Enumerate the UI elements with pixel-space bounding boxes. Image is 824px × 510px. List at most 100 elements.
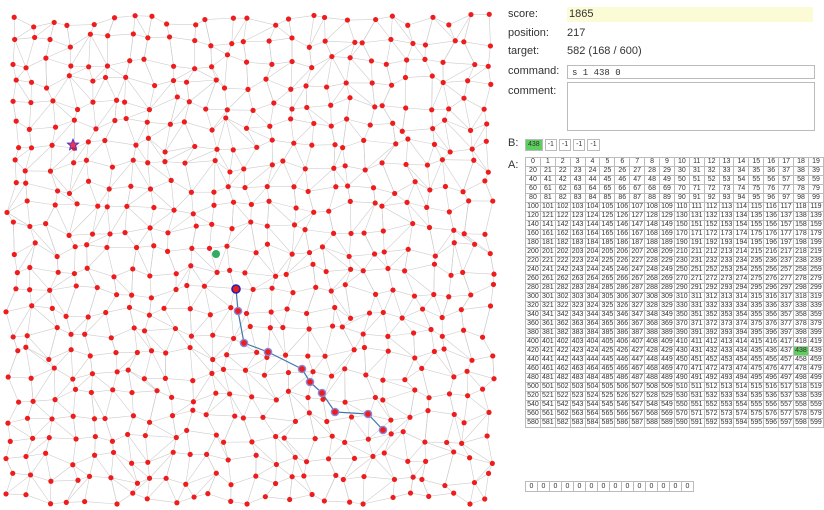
graph-node[interactable] bbox=[225, 184, 231, 190]
graph-node[interactable] bbox=[485, 470, 492, 476]
graph-node[interactable] bbox=[46, 435, 52, 441]
graph-node[interactable] bbox=[407, 414, 413, 420]
graph-node[interactable] bbox=[446, 106, 452, 112]
graph-node[interactable] bbox=[227, 169, 233, 175]
graph-node[interactable] bbox=[430, 14, 436, 20]
graph-node[interactable] bbox=[162, 375, 169, 381]
graph-node[interactable] bbox=[186, 99, 192, 105]
graph-node[interactable] bbox=[250, 286, 256, 293]
graph-node[interactable] bbox=[91, 452, 98, 458]
graph-node[interactable] bbox=[439, 157, 446, 163]
current-position-node[interactable] bbox=[231, 284, 241, 294]
graph-node[interactable] bbox=[242, 184, 248, 191]
graph-node[interactable] bbox=[132, 13, 138, 19]
graph-node[interactable] bbox=[184, 282, 190, 289]
graph-node[interactable] bbox=[266, 38, 272, 44]
graph-node[interactable] bbox=[102, 415, 108, 422]
graph-node[interactable] bbox=[446, 294, 452, 300]
graph-node[interactable] bbox=[146, 475, 153, 481]
graph-node[interactable] bbox=[447, 149, 453, 155]
command-input[interactable]: s 1 438 0 bbox=[567, 65, 815, 79]
graph-node[interactable] bbox=[428, 326, 434, 333]
graph-node[interactable] bbox=[165, 230, 171, 236]
graph-node[interactable] bbox=[144, 119, 150, 125]
graph-node[interactable] bbox=[145, 135, 151, 141]
graph-node[interactable] bbox=[113, 97, 120, 103]
graph-node[interactable] bbox=[187, 344, 193, 351]
graph-node[interactable] bbox=[309, 142, 315, 148]
graph-node[interactable] bbox=[74, 201, 80, 207]
graph-node[interactable] bbox=[442, 117, 448, 123]
graph-node[interactable] bbox=[145, 459, 151, 465]
graph-node[interactable] bbox=[324, 84, 330, 90]
graph-node[interactable] bbox=[487, 250, 493, 257]
graph-node[interactable] bbox=[269, 285, 275, 291]
graph-node[interactable] bbox=[110, 387, 116, 393]
graph-node[interactable] bbox=[95, 203, 101, 209]
graph-node[interactable] bbox=[282, 352, 289, 358]
graph-node[interactable] bbox=[348, 266, 354, 272]
graph-node[interactable] bbox=[133, 244, 140, 251]
graph-node[interactable] bbox=[328, 102, 334, 108]
graph-node[interactable] bbox=[372, 291, 379, 297]
graph-node[interactable] bbox=[448, 272, 454, 278]
graph-node[interactable] bbox=[347, 499, 353, 505]
graph-node[interactable] bbox=[451, 449, 457, 455]
graph-node[interactable] bbox=[193, 22, 199, 28]
graph-node[interactable] bbox=[68, 347, 74, 353]
graph-node[interactable] bbox=[169, 413, 176, 419]
graph-node[interactable] bbox=[148, 295, 154, 301]
graph-node[interactable] bbox=[399, 315, 405, 321]
graph-node[interactable] bbox=[285, 16, 292, 22]
graph-node[interactable] bbox=[469, 357, 475, 363]
graph-node[interactable] bbox=[145, 160, 151, 166]
graph-node[interactable] bbox=[170, 63, 177, 69]
graph-node[interactable] bbox=[347, 315, 354, 321]
visited-node[interactable] bbox=[363, 409, 373, 419]
graph-node[interactable] bbox=[23, 453, 29, 460]
comment-textarea[interactable] bbox=[567, 82, 815, 131]
graph-node[interactable] bbox=[467, 127, 474, 133]
graph-node[interactable] bbox=[267, 325, 273, 331]
graph-node[interactable] bbox=[451, 374, 457, 380]
graph-node[interactable] bbox=[461, 231, 467, 237]
graph-node[interactable] bbox=[328, 123, 334, 129]
graph-node[interactable] bbox=[419, 476, 425, 483]
graph-node[interactable] bbox=[109, 438, 116, 444]
graph-node[interactable] bbox=[111, 15, 118, 21]
graph-node[interactable] bbox=[49, 142, 55, 148]
graph-node[interactable] bbox=[124, 203, 130, 209]
graph-node[interactable] bbox=[102, 74, 109, 81]
graph-node[interactable] bbox=[168, 177, 174, 183]
graph-node[interactable] bbox=[244, 501, 250, 507]
graph-node[interactable] bbox=[289, 106, 295, 112]
graph-node[interactable] bbox=[134, 480, 141, 486]
graph-node[interactable] bbox=[284, 306, 290, 312]
graph-node[interactable] bbox=[154, 388, 160, 394]
graph-node[interactable] bbox=[202, 16, 208, 23]
graph-node[interactable] bbox=[302, 166, 308, 172]
graph-node[interactable] bbox=[309, 491, 315, 498]
graph-node[interactable] bbox=[363, 372, 369, 378]
graph-node[interactable] bbox=[362, 167, 368, 173]
graph-node[interactable] bbox=[163, 350, 169, 356]
graph-node[interactable] bbox=[240, 39, 246, 45]
graph-node[interactable] bbox=[283, 271, 289, 277]
graph-node[interactable] bbox=[203, 106, 209, 112]
graph-node[interactable] bbox=[405, 136, 411, 142]
graph-node[interactable] bbox=[181, 119, 187, 125]
graph-node[interactable] bbox=[206, 245, 213, 251]
graph-node[interactable] bbox=[440, 79, 446, 86]
graph-node[interactable] bbox=[87, 353, 93, 359]
graph-node[interactable] bbox=[319, 244, 326, 250]
graph-node[interactable] bbox=[10, 61, 16, 68]
graph-node[interactable] bbox=[487, 303, 494, 309]
graph-node[interactable] bbox=[23, 492, 29, 498]
graph-node[interactable] bbox=[228, 482, 234, 488]
graph-node[interactable] bbox=[306, 44, 312, 50]
graph-node[interactable] bbox=[332, 142, 338, 148]
graph-node[interactable] bbox=[245, 86, 251, 92]
graph-node[interactable] bbox=[410, 330, 417, 336]
graph-node[interactable] bbox=[88, 389, 94, 396]
graph-node[interactable] bbox=[103, 309, 109, 316]
